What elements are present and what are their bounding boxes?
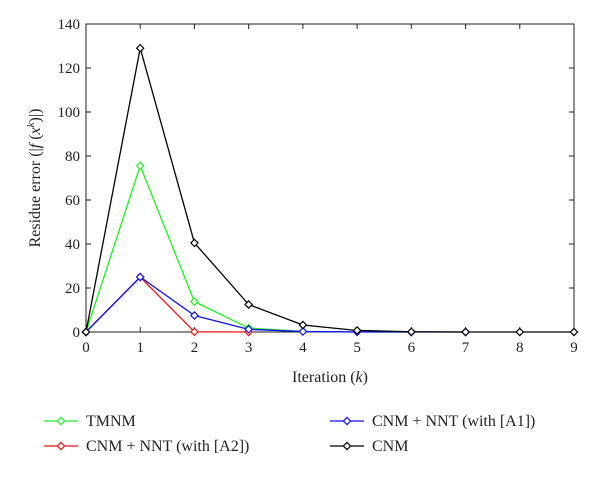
data-point: [569, 327, 579, 337]
x-tick-label: 2: [191, 340, 199, 356]
legend-marker: [342, 416, 352, 426]
y-tick-label: 140: [58, 17, 81, 33]
series-cnm: [81, 43, 579, 337]
x-tick-label: 9: [570, 340, 578, 356]
legend-marker: [56, 441, 66, 451]
legend-item: TMNM: [44, 413, 136, 430]
data-point: [135, 161, 145, 171]
data-point: [189, 311, 199, 320]
data-point: [298, 327, 308, 337]
data-point: [515, 327, 525, 337]
x-tick-label: 5: [353, 340, 361, 356]
data-point: [298, 320, 308, 330]
x-axis-label: Iteration (k): [292, 369, 368, 386]
plot-frame: [85, 23, 575, 333]
data-point: [135, 43, 145, 53]
data-point: [135, 272, 145, 282]
y-tick-label: 20: [65, 281, 80, 297]
legend-marker: [342, 441, 352, 451]
y-axis-label: Residue error (|f (xk)|): [25, 109, 44, 248]
y-tick-label: 100: [58, 105, 81, 121]
data-point: [81, 327, 91, 337]
data-point: [189, 327, 199, 337]
data-point: [352, 326, 362, 335]
legend-label: CNM + NNT (with [A1]): [372, 413, 535, 430]
data-point: [189, 297, 199, 307]
x-tick-label: 3: [245, 340, 253, 356]
data-point: [406, 327, 416, 337]
legend-label: CNM: [372, 438, 408, 455]
legend-label: TMNM: [86, 413, 136, 430]
legend-label: CNM + NNT (with [A2]): [86, 438, 249, 455]
axis-ticks: 0 1 2 3 4 5 6 7 8 9 0 20 40 60 80 100 120 140: [58, 17, 578, 356]
x-tick-label: 1: [136, 340, 144, 356]
y-tick-label: 80: [65, 149, 80, 165]
legend-item: CNM: [330, 438, 408, 455]
legend-item: CNM + NNT (with [A1]): [330, 413, 535, 430]
data-point: [244, 300, 254, 309]
series-cnm-nnt-with-a1-: [81, 272, 471, 337]
x-tick-label: 4: [299, 340, 307, 356]
y-tick-label: 0: [73, 325, 81, 341]
x-tick-label: 8: [516, 340, 524, 356]
y-tick-label: 60: [65, 193, 80, 209]
series-tmnm: [81, 161, 416, 337]
y-tick-label: 120: [58, 61, 81, 77]
data-point: [189, 238, 199, 248]
x-tick-label: 7: [462, 340, 470, 356]
series-layer: [81, 43, 579, 337]
legend-marker: [56, 416, 66, 426]
series-cnm-nnt-with-a2-: [81, 272, 254, 337]
legend-item: CNM + NNT (with [A2]): [44, 438, 249, 455]
y-tick-label: 40: [65, 237, 80, 253]
legend: TMNM CNM + NNT (with [A2]) CNM + NNT (with…: [44, 413, 535, 455]
series-line: [85, 48, 574, 333]
x-tick-label: 6: [408, 340, 416, 356]
data-point: [461, 327, 471, 337]
x-tick-label: 0: [82, 340, 90, 356]
data-point: [244, 324, 254, 334]
series-line: [85, 276, 466, 333]
